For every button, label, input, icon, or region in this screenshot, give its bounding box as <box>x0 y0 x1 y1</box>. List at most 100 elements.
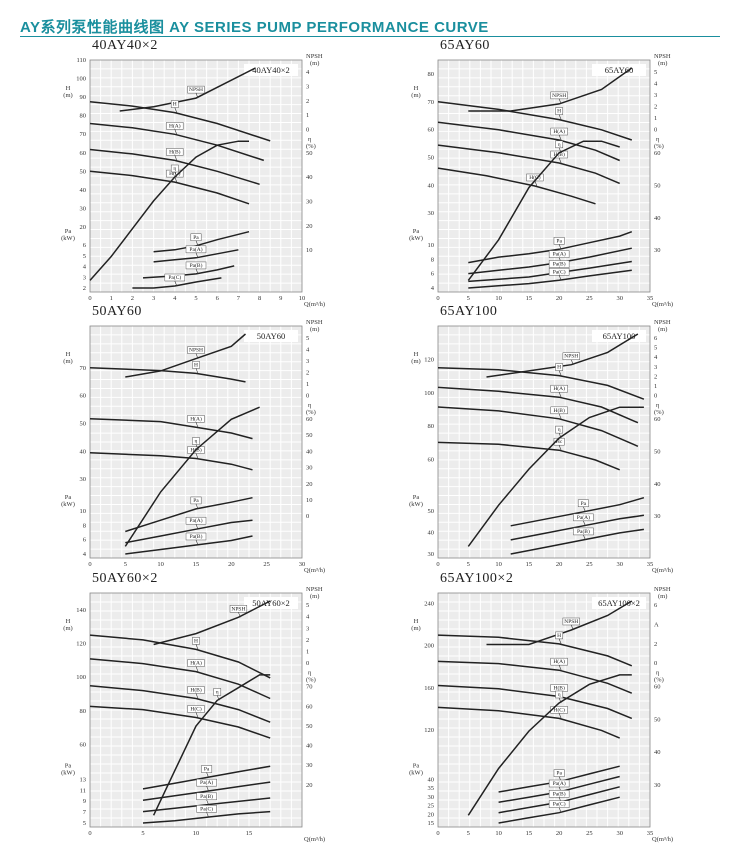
curve-label-box <box>573 513 594 522</box>
chart-svg: 50AY60×20 5 10 15Q(m³/h)H(m)1401201008060Pa… <box>61 586 325 843</box>
curve-label-leader <box>195 503 199 510</box>
curve-label-box <box>185 261 207 270</box>
model-label-box <box>244 330 298 342</box>
curve-label-leader <box>206 799 209 805</box>
curve-label-box <box>548 260 570 268</box>
npsh-tick-label: 1 <box>306 112 309 119</box>
head-axis-label: H <box>414 85 419 92</box>
curve-label-box <box>548 779 570 788</box>
npsh-tick-label: 1 <box>654 115 657 122</box>
curve-paa <box>142 781 271 802</box>
npsh-tick-label: 3 <box>654 92 657 99</box>
curve-hb <box>89 685 271 723</box>
curve-ha <box>437 121 620 162</box>
curve-npsh <box>486 333 639 378</box>
npsh-tick-label: 2 <box>654 104 657 111</box>
chart-title: 65AY100 <box>440 304 498 319</box>
curve-label: NPSH <box>189 87 203 93</box>
curve-label-leader <box>195 268 199 275</box>
power-tick-label: 6 <box>83 242 87 249</box>
x-tick-label: 9 <box>279 295 282 302</box>
head-axis-unit: (m) <box>411 358 420 365</box>
npsh-tick-label: 3 <box>306 358 309 365</box>
curve-paa <box>468 247 632 275</box>
curve-label: Pa(C) <box>553 801 566 808</box>
eff-tick-label: 60 <box>654 416 661 423</box>
head-tick-label: 30 <box>80 476 87 483</box>
npsh-tick-label: A <box>654 621 659 628</box>
pump-chart-3: 50AY60 50AY60 0 5 10 15 20 25 30 Q(m³/h) H (m) 70 60 5… <box>40 304 340 578</box>
curve-label: H(A) <box>553 658 565 665</box>
curve-label: Pa(A) <box>200 779 213 786</box>
head-axis-label: H <box>414 618 419 625</box>
eff-tick-label: 50 <box>654 182 661 189</box>
curve-label: H(A) <box>169 122 181 129</box>
power-axis-unit: (kW) <box>61 769 75 776</box>
curve-pac <box>132 277 222 289</box>
npsh-axis-label: NPSH <box>654 586 671 593</box>
eff-axis-unit: (%) <box>306 677 316 684</box>
eff-tick-label: 10 <box>306 247 313 254</box>
curve-label: H(B) <box>553 407 564 414</box>
curve-label: η <box>216 689 219 695</box>
curve-label-leader <box>558 98 562 104</box>
npsh-tick-label: 1 <box>306 649 309 656</box>
curve-pa <box>125 496 253 533</box>
curve-label-leader <box>174 107 178 113</box>
eff-tick-label: 30 <box>654 513 661 520</box>
power-tick-label: 7 <box>83 809 87 816</box>
curve-label-leader <box>195 93 199 99</box>
head-tick-label: 30 <box>80 205 87 212</box>
head-tick-label: 30 <box>428 210 435 217</box>
head-tick-label: 60 <box>80 393 87 400</box>
eff-axis-label: η <box>656 670 660 677</box>
x-tick-label: 0 <box>436 561 439 568</box>
curve-label-leader <box>195 712 199 718</box>
curve-pab <box>125 535 253 555</box>
power-tick-label: 13 <box>80 776 87 783</box>
curve-label: H <box>173 102 177 108</box>
curve-label-leader <box>195 453 199 459</box>
plot-frame <box>89 325 303 559</box>
curve-eta <box>467 406 644 547</box>
curve-label-leader <box>195 666 199 672</box>
curve-label-leader <box>195 644 199 650</box>
curve-label: Pa <box>581 501 587 507</box>
model-label-box <box>592 330 646 342</box>
head-axis-unit: (m) <box>63 92 72 99</box>
head-tick-label: 60 <box>428 457 435 464</box>
eff-tick-label: 30 <box>306 762 313 769</box>
power-tick-label: 6 <box>83 537 87 544</box>
x-tick-label: 5 <box>141 830 144 837</box>
curve-label: Pa(B) <box>553 790 566 797</box>
power-axis-label: Pa <box>413 228 420 235</box>
npsh-tick-label: 1 <box>654 383 657 390</box>
curve-label-leader <box>174 280 178 287</box>
curve-label: NPSH <box>564 619 578 625</box>
x-tick-label: 10 <box>495 561 502 568</box>
power-tick-label: 35 <box>428 785 435 792</box>
curve-ha <box>89 418 253 440</box>
curve-label-box <box>229 605 248 613</box>
curve-eta <box>467 674 632 816</box>
x-tick-label: 15 <box>193 561 200 568</box>
head-axis-unit: (m) <box>411 92 420 99</box>
head-tick-label: 100 <box>424 390 434 397</box>
head-tick-label: 70 <box>80 131 87 138</box>
curve-label-box <box>185 516 207 525</box>
eff-tick-label: 50 <box>306 150 313 157</box>
x-tick-label: 5 <box>194 295 197 302</box>
npsh-axis-label: NPSH <box>306 319 323 326</box>
curve-ha <box>89 658 271 700</box>
x-tick-label: 30 <box>299 561 306 568</box>
plot-frame <box>437 59 651 293</box>
eff-tick-label: 30 <box>654 782 661 789</box>
eff-tick-label: 70 <box>306 684 313 691</box>
eff-tick-label: 20 <box>306 481 313 488</box>
curve-label: H(A) <box>190 415 202 422</box>
curve-label-leader <box>195 252 199 258</box>
npsh-axis-unit: (m) <box>310 593 319 600</box>
curve-label-leader <box>558 370 562 376</box>
curve-label-box <box>548 250 570 258</box>
curve-label-leader <box>558 392 562 398</box>
